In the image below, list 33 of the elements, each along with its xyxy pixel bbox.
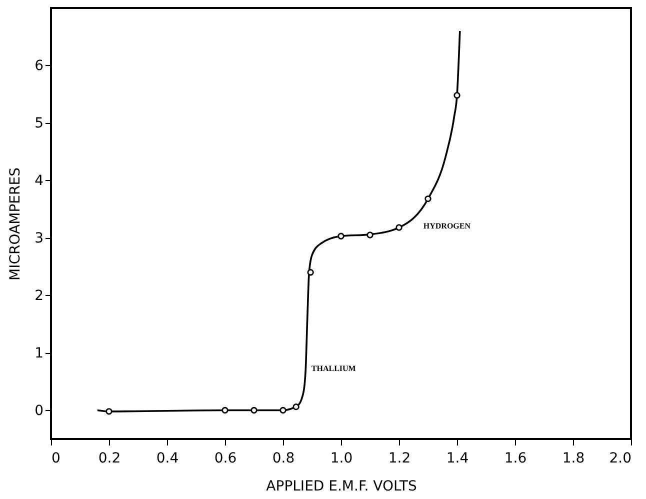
point <box>222 406 228 414</box>
x-tick-label: 0 <box>52 450 60 466</box>
y-tick-label: 2 <box>34 288 44 304</box>
point <box>307 269 314 276</box>
x-tick-label: 1.4 <box>446 450 469 466</box>
y-tick-label: 0 <box>34 402 44 419</box>
x-tick-label: 1.0 <box>330 450 353 466</box>
x-tick-label: 1.8 <box>562 450 585 466</box>
x-tick-label: 0.6 <box>214 450 237 466</box>
y-axis-title: MICROAMPERES <box>8 167 24 280</box>
annotation: THALLIUM <box>311 364 356 374</box>
y-tick-label: 6 <box>34 58 44 74</box>
point <box>454 92 460 99</box>
y-tick-label: 3 <box>34 230 44 246</box>
point <box>338 232 344 240</box>
x-tick-label: 0.8 <box>272 450 295 466</box>
x-tick-label: 0.2 <box>98 450 121 466</box>
point <box>280 406 286 414</box>
point <box>250 406 258 414</box>
annotation: HYDROGEN <box>423 221 471 230</box>
x-tick-label: 1.6 <box>504 450 527 466</box>
y-tick-label: 1 <box>34 345 44 362</box>
x-tick-label: 0.4 <box>156 450 179 466</box>
point <box>424 195 432 202</box>
point <box>396 224 402 231</box>
point <box>106 408 112 415</box>
y-tick-label: 5 <box>34 115 44 132</box>
x-axis-title: APPLIED E.M.F. VOLTS <box>266 478 417 494</box>
x-tick-label: 1.2 <box>388 450 411 466</box>
point <box>292 403 300 410</box>
point <box>366 232 374 238</box>
y-tick-label: 4 <box>34 172 44 189</box>
x-tick-label: 2.0 <box>609 450 632 466</box>
